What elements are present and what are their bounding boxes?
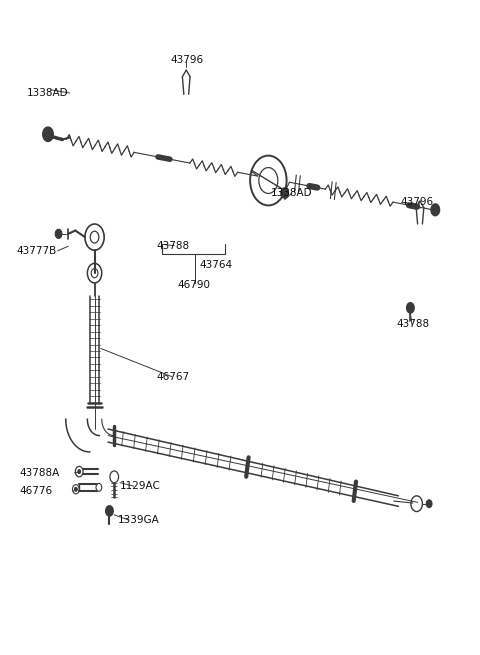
Text: 46776: 46776 bbox=[19, 486, 52, 496]
Circle shape bbox=[78, 470, 81, 474]
Circle shape bbox=[407, 303, 414, 313]
Circle shape bbox=[106, 506, 113, 516]
Circle shape bbox=[281, 188, 288, 198]
Circle shape bbox=[55, 229, 62, 238]
Text: 1338AD: 1338AD bbox=[26, 88, 68, 98]
Text: 43788: 43788 bbox=[156, 240, 189, 251]
Circle shape bbox=[74, 487, 77, 491]
Text: 43788: 43788 bbox=[396, 319, 429, 329]
Text: 43777B: 43777B bbox=[17, 246, 57, 256]
Text: 46790: 46790 bbox=[178, 280, 211, 290]
Circle shape bbox=[43, 127, 53, 141]
Text: 1339GA: 1339GA bbox=[118, 515, 159, 525]
Text: 43764: 43764 bbox=[199, 259, 232, 270]
Text: 43796: 43796 bbox=[170, 55, 204, 66]
Text: 43796: 43796 bbox=[401, 196, 434, 207]
Text: 1338AD: 1338AD bbox=[271, 188, 313, 198]
Circle shape bbox=[431, 204, 440, 215]
Text: 46767: 46767 bbox=[156, 371, 189, 382]
Circle shape bbox=[426, 500, 432, 508]
Text: 1129AC: 1129AC bbox=[120, 481, 161, 491]
Text: 43788A: 43788A bbox=[19, 468, 60, 478]
